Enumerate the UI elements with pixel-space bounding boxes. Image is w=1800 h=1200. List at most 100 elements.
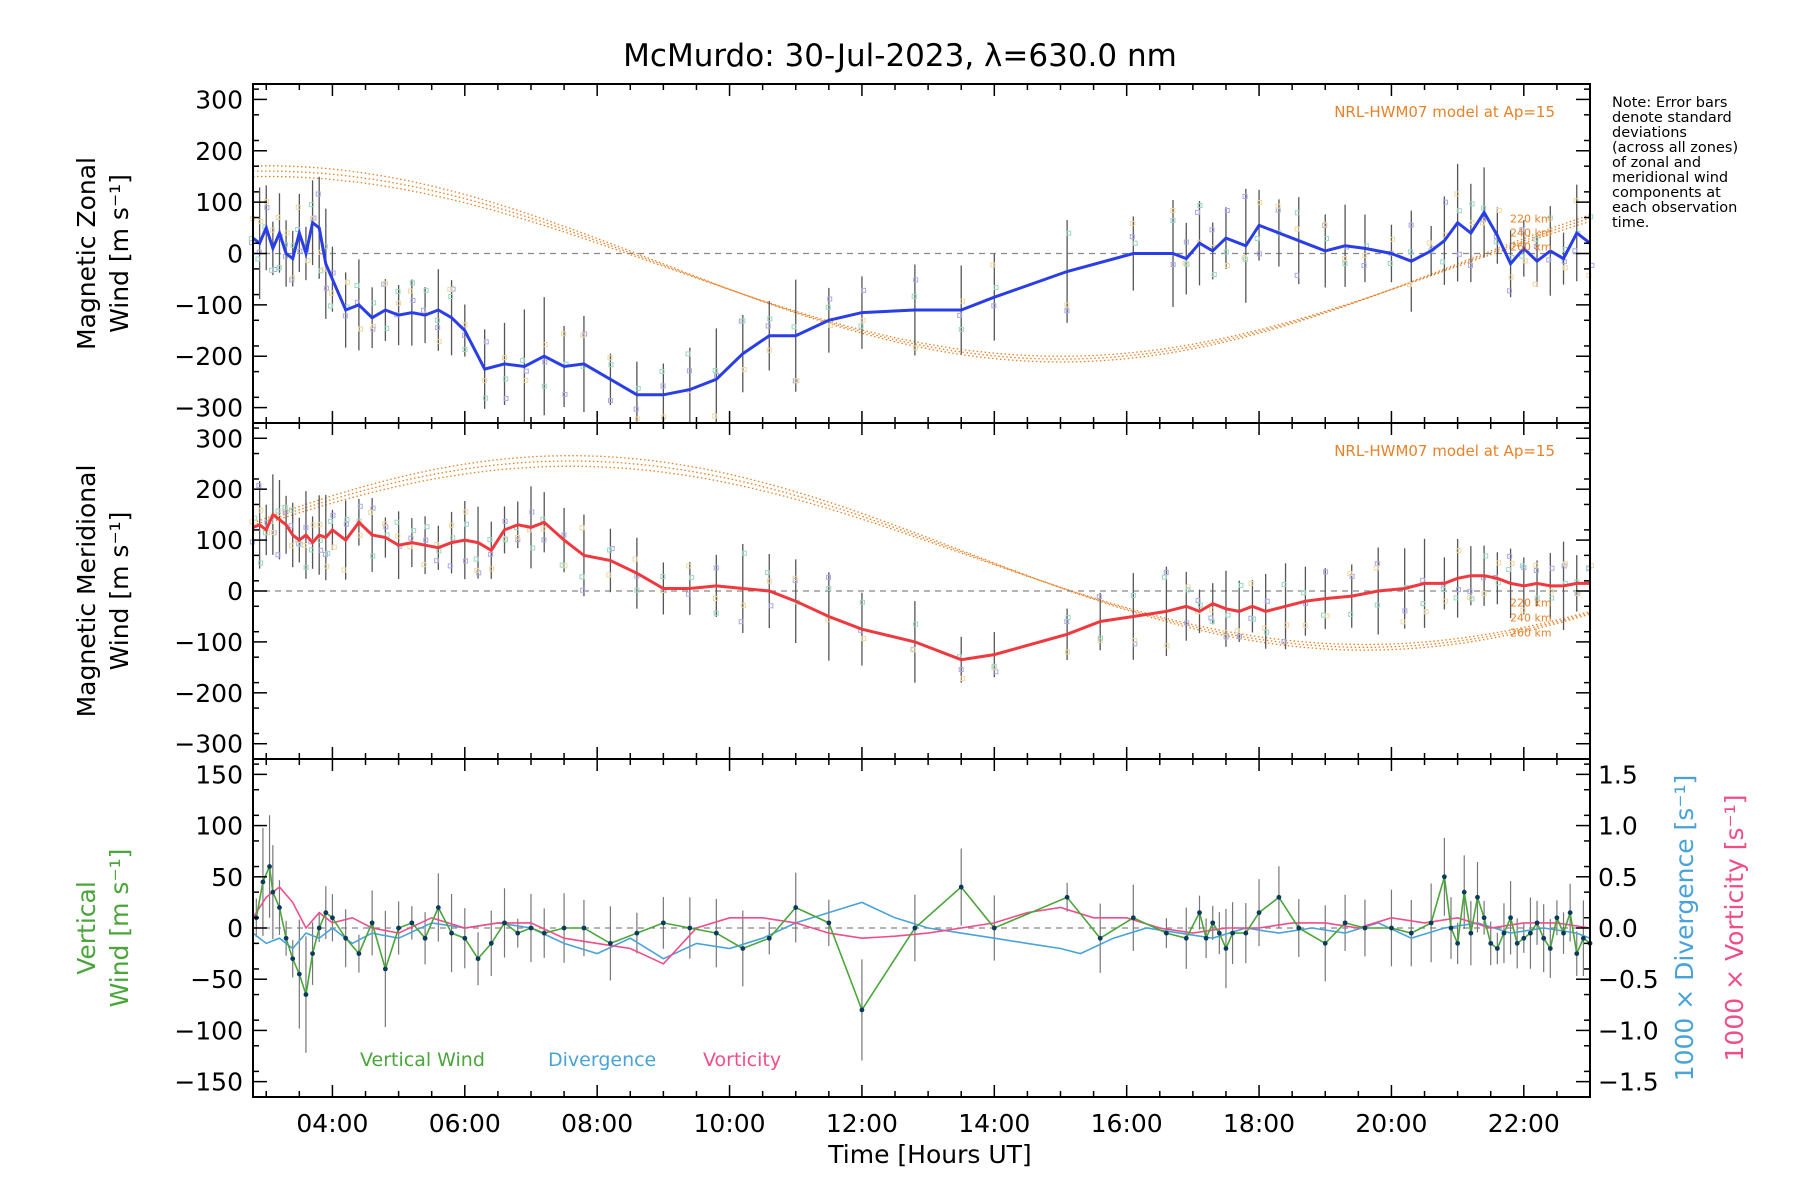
vertical-wind-point [435,905,441,910]
zone-sample [423,537,429,543]
zone-sample [297,248,303,254]
zone-sample [1254,235,1260,241]
zone-sample [317,522,323,528]
zone-sample [825,304,831,310]
vertical-wind-point [1223,946,1229,951]
zone-sample [858,323,864,329]
vertical-right-axis-labels: 1000 × Divergence [s⁻¹] 1000 × Vorticity … [1670,775,1749,1082]
zone-sample [1534,595,1540,601]
y-tick-label: −100 [174,628,243,657]
zone-sample [1496,207,1502,213]
y-tick-label: 50 [211,863,243,892]
zone-sample [1342,261,1348,267]
vertical-wind-point [1475,894,1480,900]
zone-sample [1170,262,1176,268]
zone-sample [861,287,867,293]
zone-sample [1209,618,1215,624]
zone-sample [741,367,747,373]
zone-sample [488,551,494,557]
zone-sample [1195,597,1201,603]
vertical-wind-point [766,935,772,941]
zone-sample [766,578,772,584]
zone-sample [1132,240,1138,246]
y-tick-label: 200 [195,475,243,504]
zone-sample [685,351,691,357]
y-tick-label: 100 [195,188,243,217]
zone-sample [1185,587,1191,593]
zone-sample [295,204,301,210]
y-tick-label: 0 [227,240,243,269]
zone-sample [370,553,376,559]
zone-sample [483,339,489,345]
zone-sample [487,537,493,543]
y-tick-label: 300 [195,424,243,453]
model-altitude-label: 260 km [1510,241,1552,254]
y2-tick-label: −0.5 [1598,965,1659,994]
model-curve [252,460,1591,648]
zone-sample [1129,234,1135,240]
note-line: of zonal and [1612,155,1701,171]
zone-sample [343,521,349,527]
vertical-wind-point [277,905,282,910]
zone-sample [1507,288,1513,294]
zone-sample [1469,220,1475,226]
y2-tick-label: −1.5 [1598,1068,1659,1097]
zone-sample [1225,612,1231,618]
y-tick-label: −150 [174,1068,243,1097]
zone-sample [542,342,548,348]
zone-sample [1420,601,1426,607]
vertical-wind-point [502,920,507,926]
zone-sample [1065,615,1071,621]
zone-sample [523,377,529,383]
meridional-ticks: 300 200 100 0 −100 −200 −300 [174,423,1591,760]
zone-sample [1509,255,1515,261]
x-axis-label: Time [Hours UT] [827,1140,1031,1169]
zone-sample [1519,563,1525,569]
model-curve [252,165,1591,363]
vertical-wind-point [330,915,335,921]
zone-sample [275,214,281,220]
vertical-wind-point [422,935,428,941]
y-tick-label: 150 [195,760,243,789]
vertical-wind-point [1541,935,1547,941]
zone-sample [826,574,832,580]
zone-sample [284,230,290,236]
y-axis-label-line: Wind [m s⁻¹] [105,174,134,333]
zone-sample [370,326,376,332]
vertical-wind-point [958,884,964,890]
zone-sample [1238,582,1244,588]
vertical-wind-point [343,935,349,941]
zone-sample [1242,193,1248,199]
zone-sample [1532,281,1538,287]
vertical-wind-point [1574,951,1580,957]
zone-sample [310,522,316,528]
zone-sample [368,509,374,515]
vertical-wind-point [793,905,799,910]
zone-sample [1197,602,1203,608]
zone-sample [395,533,401,539]
zone-sample [609,546,615,552]
vertical-wind-point [1210,920,1216,926]
vertical-wind-point [296,971,302,977]
zone-sample [1250,616,1256,622]
zone-sample [632,556,638,562]
zone-sample [1373,565,1379,571]
zone-sample [1281,639,1287,645]
zone-sample [462,347,468,353]
zone-sample [1234,628,1240,634]
vertical-wind-point [561,925,567,931]
zone-sample [825,617,831,623]
zone-sample [317,537,323,543]
zone-sample [768,603,774,609]
vertical-wind-point [634,930,640,936]
zone-sample [607,398,613,404]
vertical-wind-point [356,951,362,957]
zone-sample [303,524,309,530]
zone-sample [1402,608,1408,614]
vertical-wind-point [270,889,276,895]
vertical-wind-point [687,925,693,931]
zone-sample [1284,622,1290,628]
zone-sample [1456,548,1462,554]
